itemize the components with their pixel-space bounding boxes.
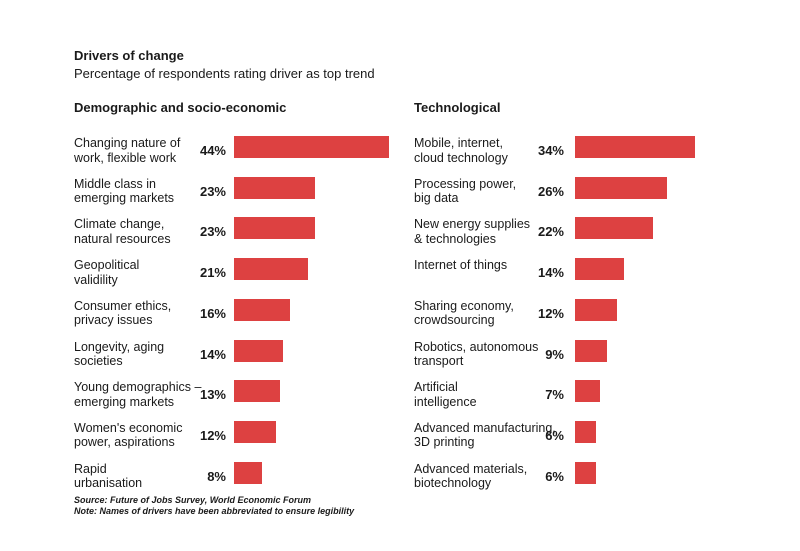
bar-category-label: Advanced materials, biotechnology xyxy=(414,461,528,491)
bar-row: Women's economic power, aspirations 12% xyxy=(74,420,394,457)
bar-row: Middle class in emerging markets 23% xyxy=(74,176,394,213)
footnote: Source: Future of Jobs Survey, World Eco… xyxy=(74,495,354,517)
bar-value-label: 23% xyxy=(199,224,226,240)
bar-value-label: 16% xyxy=(199,305,226,321)
bar-value-label: 44% xyxy=(199,143,226,158)
bar xyxy=(575,380,600,403)
bar xyxy=(575,298,618,321)
bar-category-label: Robotics, autonomous transport xyxy=(414,339,539,369)
bar-value-label: 8% xyxy=(207,468,226,484)
bar-category-label: New energy supplies & technologies xyxy=(414,217,531,246)
bar-value-label: 13% xyxy=(199,387,226,403)
bar-category-label: Rapid urbanisation xyxy=(74,461,143,491)
bar-value-label: 14% xyxy=(199,346,226,362)
bar-row: Geopolitical validility 21% xyxy=(74,258,394,294)
panel-title-demographic: Demographic and socio-economic xyxy=(74,100,287,115)
bar-value-label: 26% xyxy=(537,183,564,199)
bar xyxy=(234,217,316,240)
bar-category-label: Young demographics – emerging markets xyxy=(74,380,202,409)
bar-value-label: 22% xyxy=(537,224,564,240)
bar xyxy=(575,136,695,158)
bar xyxy=(234,136,389,158)
bar-value-label: 12% xyxy=(537,305,564,321)
bar-row: Rapid urbanisation 8% xyxy=(74,461,394,498)
bar-row: Advanced materials, biotechnology 6% xyxy=(414,461,734,498)
bar-category-label: Sharing economy, crowdsourcing xyxy=(414,298,514,328)
bar-category-label: Internet of things xyxy=(414,258,508,273)
bar-category-label: Longevity, aging societies xyxy=(74,339,165,369)
bar xyxy=(234,176,316,199)
bar-row: Sharing economy, crowdsourcing 12% xyxy=(414,298,734,335)
bar xyxy=(234,339,284,362)
bar xyxy=(575,217,653,240)
bar-value-label: 14% xyxy=(537,265,564,281)
bar-row: Longevity, aging societies 14% xyxy=(74,339,394,376)
bar-value-label: 6% xyxy=(545,427,564,443)
bar-category-label: Climate change, natural resources xyxy=(74,217,171,246)
bar-category-label: Artificial intelligence xyxy=(414,380,477,409)
bar xyxy=(575,339,607,362)
bar-category-label: Geopolitical validility xyxy=(74,258,140,287)
chart-title: Drivers of change xyxy=(74,48,184,63)
bar-row: Young demographics – emerging markets 13% xyxy=(74,380,394,416)
bar-row: Changing nature of work, flexible work 44… xyxy=(74,136,394,172)
bar-category-label: Advanced manufacturing, 3D printing xyxy=(414,420,556,450)
bar-row: Artificial intelligence 7% xyxy=(414,380,734,416)
bar-category-label: Consumer ethics, privacy issues xyxy=(74,298,172,328)
bar xyxy=(575,420,597,443)
bar-row: Internet of things 14% xyxy=(414,258,734,294)
source-note: Source: Future of Jobs Survey, World Eco… xyxy=(74,495,312,505)
bar-value-label: 23% xyxy=(199,183,226,199)
bar-row: Mobile, internet, cloud technology 34% xyxy=(414,136,734,172)
bar xyxy=(234,461,263,484)
bar-value-label: 21% xyxy=(199,265,226,281)
bar-category-label: Processing power, big data xyxy=(414,176,517,206)
bar-category-label: Women's economic power, aspirations xyxy=(74,420,183,450)
bar xyxy=(234,420,277,443)
chart-subtitle: Percentage of respondents rating driver … xyxy=(74,66,375,81)
bar-value-label: 34% xyxy=(537,143,564,158)
bar-row: Processing power, big data 26% xyxy=(414,176,734,213)
bar xyxy=(234,298,291,321)
bar-value-label: 9% xyxy=(545,346,564,362)
bar-category-label: Middle class in emerging markets xyxy=(74,176,175,206)
bar-category-label: Mobile, internet, cloud technology xyxy=(414,136,508,165)
bar-row: Climate change, natural resources 23% xyxy=(74,217,394,253)
bar-value-label: 7% xyxy=(545,387,564,403)
bar xyxy=(575,461,597,484)
bar-row: Robotics, autonomous transport 9% xyxy=(414,339,734,376)
bar xyxy=(575,258,625,281)
bar-value-label: 6% xyxy=(545,468,564,484)
bar-category-label: Changing nature of work, flexible work xyxy=(74,136,181,165)
bar-row: New energy supplies & technologies 22% xyxy=(414,217,734,253)
bar-row: Consumer ethics, privacy issues 16% xyxy=(74,298,394,335)
panel-title-technological: Technological xyxy=(414,100,501,115)
bar xyxy=(234,258,308,281)
abbreviation-note: Note: Names of drivers have been abbrevi… xyxy=(74,506,355,516)
bar-value-label: 12% xyxy=(199,427,226,443)
bar xyxy=(234,380,280,403)
bar xyxy=(575,176,667,199)
bar-row: Advanced manufacturing, 3D printing 6% xyxy=(414,420,734,457)
